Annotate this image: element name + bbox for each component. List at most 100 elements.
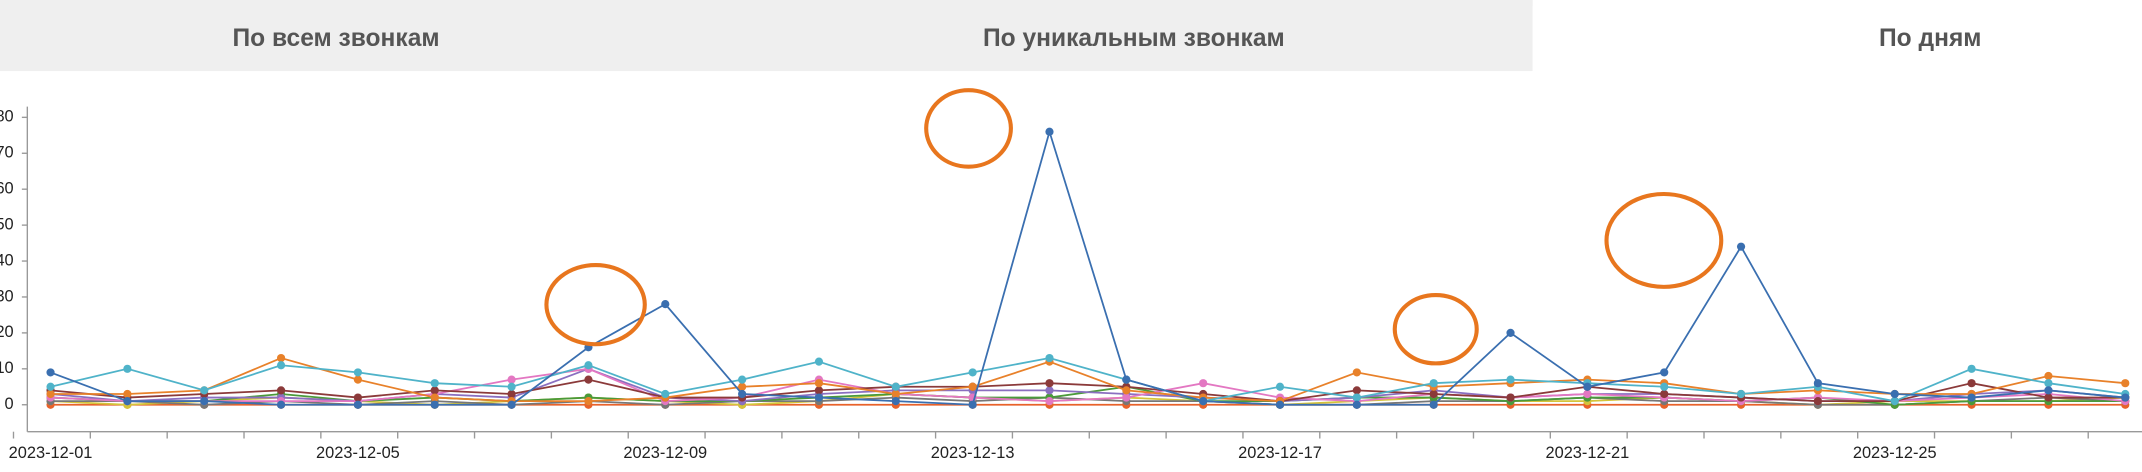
series-line bbox=[50, 128, 2126, 406]
data-point bbox=[814, 379, 824, 388]
y-tick-label: 30 bbox=[0, 287, 14, 305]
data-point bbox=[430, 400, 439, 409]
tab[interactable]: По уникальным звонкам bbox=[983, 25, 1285, 52]
x-tick-label: 2023-12-25 bbox=[1853, 444, 1937, 462]
y-tick-label: 80 bbox=[0, 108, 14, 126]
data-point bbox=[1045, 386, 1054, 395]
tab[interactable]: По дням bbox=[1879, 25, 1981, 52]
y-tick-label: 60 bbox=[0, 180, 14, 198]
x-tick-label: 2023-12-05 bbox=[316, 444, 400, 462]
data-point bbox=[1352, 400, 1361, 409]
data-point bbox=[123, 389, 132, 399]
highlight-circle bbox=[544, 262, 647, 347]
data-point bbox=[353, 400, 363, 409]
data-point bbox=[1660, 382, 1669, 391]
data-point bbox=[1736, 389, 1746, 399]
data-point bbox=[1352, 368, 1361, 377]
data-point bbox=[507, 382, 516, 391]
data-point bbox=[1660, 389, 1669, 399]
data-point bbox=[968, 382, 977, 391]
data-point bbox=[46, 382, 55, 391]
data-point bbox=[46, 368, 55, 377]
x-tick-label: 2023-12-09 bbox=[623, 444, 707, 462]
y-tick-label: 70 bbox=[0, 144, 14, 162]
data-point bbox=[353, 368, 363, 377]
data-point bbox=[353, 393, 363, 402]
data-point bbox=[1045, 379, 1054, 388]
data-point bbox=[2044, 393, 2053, 402]
data-point bbox=[1122, 393, 1131, 402]
data-point bbox=[200, 397, 209, 406]
highlight-circle bbox=[924, 88, 1013, 169]
tab[interactable]: По всем звонкам bbox=[233, 25, 440, 52]
data-point bbox=[276, 386, 286, 395]
data-point bbox=[1352, 386, 1361, 395]
data-point bbox=[276, 361, 286, 370]
data-point bbox=[1122, 375, 1131, 384]
data-point bbox=[123, 397, 132, 406]
data-point bbox=[1506, 393, 1515, 402]
data-point bbox=[968, 400, 977, 409]
data-point bbox=[891, 389, 900, 399]
data-point bbox=[430, 393, 439, 402]
data-point bbox=[276, 353, 286, 363]
data-point bbox=[1583, 389, 1592, 399]
data-point bbox=[584, 397, 593, 406]
data-point bbox=[430, 379, 439, 388]
data-point bbox=[1660, 368, 1669, 377]
data-point bbox=[738, 375, 747, 384]
data-point bbox=[2121, 393, 2130, 402]
data-point bbox=[200, 386, 209, 395]
series-line bbox=[50, 357, 2126, 403]
series-line bbox=[50, 357, 2126, 403]
y-tick-label: 0 bbox=[5, 395, 14, 413]
data-point bbox=[1045, 127, 1054, 136]
data-point bbox=[1813, 379, 1822, 388]
data-point bbox=[1890, 397, 1899, 406]
data-point bbox=[814, 386, 824, 395]
data-point bbox=[968, 368, 977, 377]
x-tick-label: 2023-12-01 bbox=[9, 444, 93, 462]
data-point bbox=[1813, 397, 1822, 406]
y-tick-label: 20 bbox=[0, 323, 14, 341]
data-point bbox=[814, 357, 824, 366]
data-point bbox=[1506, 375, 1515, 384]
data-point bbox=[1199, 397, 1208, 406]
data-point bbox=[1429, 400, 1438, 409]
x-tick-label: 2023-12-17 bbox=[1238, 444, 1322, 462]
data-point bbox=[1045, 353, 1054, 363]
data-point bbox=[507, 389, 516, 399]
data-point bbox=[1045, 397, 1054, 406]
data-point bbox=[507, 375, 516, 384]
x-tick-label: 2023-12-21 bbox=[1545, 444, 1629, 462]
data-point bbox=[2121, 379, 2130, 388]
data-point bbox=[1967, 364, 1976, 373]
data-point bbox=[430, 386, 439, 395]
highlight-circle bbox=[1392, 293, 1479, 366]
data-point bbox=[661, 300, 670, 309]
data-point bbox=[1352, 393, 1361, 402]
data-point bbox=[891, 397, 900, 406]
data-point bbox=[584, 375, 593, 384]
data-point bbox=[353, 375, 363, 384]
data-point bbox=[123, 364, 132, 373]
x-tick-label: 2023-12-13 bbox=[931, 444, 1015, 462]
series-line bbox=[50, 378, 2126, 403]
data-point bbox=[738, 382, 747, 391]
data-point bbox=[1506, 328, 1515, 337]
data-point bbox=[46, 389, 55, 399]
active-tab[interactable] bbox=[1532, 5, 2142, 72]
data-point bbox=[1967, 393, 1976, 402]
data-point bbox=[1429, 389, 1438, 399]
data-point bbox=[814, 393, 824, 402]
data-point bbox=[1122, 386, 1131, 395]
data-point bbox=[1199, 379, 1208, 388]
data-point bbox=[1275, 400, 1285, 409]
data-point bbox=[2044, 386, 2053, 395]
data-point bbox=[276, 400, 286, 409]
data-point bbox=[891, 382, 900, 391]
data-point bbox=[2044, 379, 2053, 388]
data-point bbox=[507, 400, 516, 409]
line-chart: 0 10 20 30 40 50 60 70 80 2023-12-01 2023-12-05 202… bbox=[0, 106, 2142, 462]
